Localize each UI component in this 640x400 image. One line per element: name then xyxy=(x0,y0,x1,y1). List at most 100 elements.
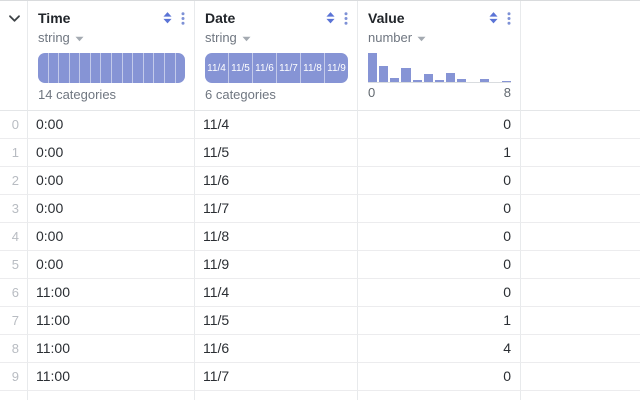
histogram-bin[interactable] xyxy=(412,79,422,82)
category-segment[interactable] xyxy=(90,53,102,83)
category-segment[interactable] xyxy=(122,53,134,83)
category-count: 6 categories xyxy=(205,87,276,102)
category-segment[interactable]: 11/5 xyxy=(229,53,253,83)
cell-filler xyxy=(521,391,640,400)
cell-filler xyxy=(521,195,640,223)
cell-value: 0 xyxy=(358,111,521,139)
table-row: 7 11:00 11/5 1 xyxy=(0,307,640,335)
table-header: Time string xyxy=(0,1,640,111)
column-type-dropdown[interactable]: number xyxy=(358,26,435,45)
category-segment[interactable] xyxy=(69,53,81,83)
histogram-bin[interactable] xyxy=(401,67,411,82)
table-row: 9 11:00 11/7 0 xyxy=(0,363,640,391)
table-row: 3 0:00 11/7 0 xyxy=(0,195,640,223)
chevron-down-icon[interactable] xyxy=(6,10,23,27)
row-index: 0 xyxy=(0,111,28,139)
cell-time xyxy=(28,391,195,400)
cell-value: 0 xyxy=(358,167,521,195)
histogram-bin[interactable] xyxy=(434,79,445,82)
row-index: 9 xyxy=(0,363,28,391)
cell-value: 1 xyxy=(358,139,521,167)
column-header-time: Time string xyxy=(28,1,195,111)
category-segment[interactable] xyxy=(143,53,155,83)
category-segment[interactable] xyxy=(112,53,123,83)
sort-icon[interactable] xyxy=(163,12,172,24)
histogram-bin[interactable] xyxy=(368,53,378,82)
histogram-bin[interactable] xyxy=(390,78,400,82)
cell-value: 0 xyxy=(358,195,521,223)
column-type-dropdown[interactable]: string xyxy=(195,26,260,45)
header-corner xyxy=(0,1,28,111)
category-segment[interactable]: 11/7 xyxy=(277,53,301,83)
histogram-bin[interactable] xyxy=(457,78,467,82)
cell-date: 11/5 xyxy=(195,139,358,167)
kebab-menu-icon[interactable] xyxy=(344,11,348,25)
category-segment[interactable] xyxy=(154,53,165,83)
kebab-menu-icon[interactable] xyxy=(507,11,511,25)
column-type-label: string xyxy=(205,30,237,45)
category-segment[interactable]: 11/4 xyxy=(205,53,229,83)
histogram-bin[interactable] xyxy=(501,80,512,82)
cell-date: 11/8 xyxy=(195,223,358,251)
cell-time: 11:00 xyxy=(28,363,195,391)
category-segment[interactable] xyxy=(175,53,185,83)
cell-time: 0:00 xyxy=(28,251,195,279)
time-category-summary[interactable] xyxy=(38,53,185,83)
cell-time: 11:00 xyxy=(28,335,195,363)
column-title: Value xyxy=(368,10,405,26)
cell-filler xyxy=(521,223,640,251)
date-category-summary[interactable]: 11/4 11/5 11/6 11/7 11/8 11/9 xyxy=(205,53,348,83)
cell-value xyxy=(358,391,521,400)
table-row: 5 0:00 11/9 0 xyxy=(0,251,640,279)
category-segment[interactable]: 11/6 xyxy=(253,53,277,83)
column-type-dropdown[interactable]: string xyxy=(28,26,93,45)
cell-filler xyxy=(521,279,640,307)
category-segment[interactable] xyxy=(101,53,113,83)
cell-time: 0:00 xyxy=(28,195,195,223)
histogram-bin[interactable] xyxy=(446,73,456,82)
sort-icon[interactable] xyxy=(489,12,498,24)
table-row: 8 11:00 11/6 4 xyxy=(0,335,640,363)
cell-value: 0 xyxy=(358,279,521,307)
row-index: 5 xyxy=(0,251,28,279)
cell-time: 11:00 xyxy=(28,279,195,307)
table-row: 4 0:00 11/8 0 xyxy=(0,223,640,251)
histogram-bin[interactable] xyxy=(423,74,433,82)
caret-down-icon xyxy=(242,30,251,45)
histogram-bin[interactable] xyxy=(379,66,389,82)
category-segment[interactable] xyxy=(80,53,91,83)
category-segment[interactable] xyxy=(48,53,60,83)
cell-time: 0:00 xyxy=(28,167,195,195)
column-type-label: string xyxy=(38,30,70,45)
category-segment[interactable] xyxy=(59,53,70,83)
cell-value: 0 xyxy=(358,363,521,391)
category-segment[interactable] xyxy=(164,53,176,83)
column-type-label: number xyxy=(368,30,413,45)
row-index: 3 xyxy=(0,195,28,223)
category-segment[interactable]: 11/8 xyxy=(301,53,325,83)
column-header-value: Value number xyxy=(358,1,521,111)
row-index: 6 xyxy=(0,279,28,307)
table-row: 1 0:00 11/5 1 xyxy=(0,139,640,167)
sort-icon[interactable] xyxy=(326,12,335,24)
row-index: 1 xyxy=(0,139,28,167)
cell-value: 0 xyxy=(358,251,521,279)
cell-date: 11/4 xyxy=(195,111,358,139)
caret-down-icon xyxy=(417,30,426,45)
category-segment[interactable] xyxy=(133,53,144,83)
row-index: 2 xyxy=(0,167,28,195)
category-segment[interactable] xyxy=(38,53,49,83)
value-histogram[interactable] xyxy=(368,53,512,83)
cell-time: 0:00 xyxy=(28,139,195,167)
header-filler xyxy=(521,1,640,111)
axis-max-label: 8 xyxy=(503,85,511,100)
cell-date: 11/7 xyxy=(195,363,358,391)
kebab-menu-icon[interactable] xyxy=(181,11,185,25)
segment-label: 11/5 xyxy=(231,62,250,74)
cell-time: 0:00 xyxy=(28,223,195,251)
histogram-bin[interactable] xyxy=(479,78,489,82)
cell-filler xyxy=(521,363,640,391)
category-segment[interactable]: 11/9 xyxy=(325,53,348,83)
cell-date xyxy=(195,391,358,400)
cell-time: 0:00 xyxy=(28,111,195,139)
